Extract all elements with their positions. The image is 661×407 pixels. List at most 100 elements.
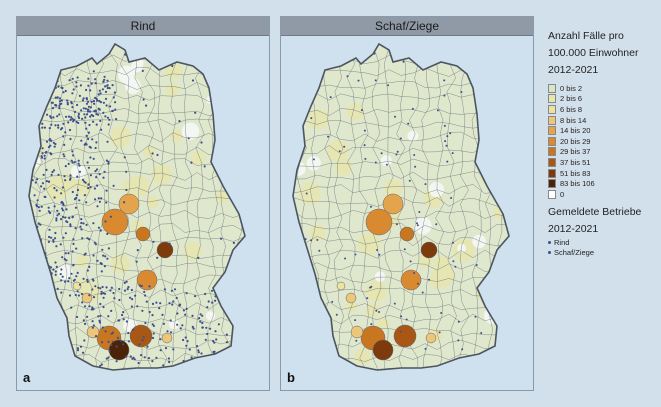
farm-dot [85,127,88,130]
farm-dot [464,54,467,57]
farm-dot [184,50,187,53]
farm-dot [114,108,117,111]
farm-dot [55,189,58,192]
farm-dot [369,286,372,289]
district-high-incidence [425,332,437,344]
farm-dot [343,145,346,148]
farm-dot [104,90,108,93]
farm-dot [96,259,99,262]
district [190,151,206,166]
farm-dot [64,179,67,182]
legend-class-label: 51 bis 83 [560,168,591,178]
farm-dot [214,299,217,302]
district [46,176,70,200]
farm-dot [102,254,105,257]
farm-dot [90,82,93,85]
farm-dot [115,118,118,121]
farm-dot [475,264,478,266]
farm-dot [92,254,95,257]
farm-dot [77,121,80,125]
farm-dot [151,323,154,326]
farm-dot [71,117,74,120]
legend-class-label: 8 bis 14 [560,115,587,125]
farm-dot [213,341,216,344]
district-border [244,44,245,370]
farm-dot [36,266,39,269]
farm-dot [485,140,488,143]
farm-dot [58,107,61,110]
district [428,181,444,198]
legend-class-label: 29 bis 37 [560,147,591,157]
legend-class-row: 51 bis 83 [548,168,660,179]
farm-dot [109,105,112,108]
district-border [522,36,531,386]
farm-dot [86,113,89,116]
farm-dot [100,363,103,366]
farm-dot [190,356,193,359]
farm-dot [108,349,111,352]
farm-dot [99,229,102,232]
district [489,272,502,284]
district [297,269,310,282]
farm-dot [95,176,98,179]
farm-dot [155,301,158,304]
farm-dot [394,115,396,118]
farm-dot [45,99,49,102]
farm-dot [61,209,65,212]
farm-dot [29,289,32,292]
farm-dot [91,306,94,309]
legend-class-label: 0 bis 2 [560,83,583,93]
farm-dot [54,104,58,107]
farm-dot [76,347,79,350]
farm-dot [86,269,89,272]
farm-dot [36,264,40,267]
farm-dot [72,263,75,266]
farm-dot [201,314,204,317]
farm-dot [435,223,438,226]
farm-dot [225,333,228,336]
farm-dot [176,323,179,326]
farm-dot [36,178,39,181]
farm-dot [98,319,101,322]
farm-dot [146,345,149,348]
farm-dot [56,96,59,99]
farm-dot [106,84,109,87]
farm-dot [95,123,98,126]
farm-dot [34,181,37,184]
district [151,164,172,185]
betriebe-item: Rind [548,238,660,248]
farm-dot [30,103,33,106]
farm-dot [60,99,64,102]
legend-swatch [548,179,556,189]
farm-dot [53,187,56,190]
farm-dot [203,165,206,168]
district [308,108,329,130]
farm-dot [41,152,44,155]
farm-dot [67,280,70,283]
farm-dot [30,106,33,109]
farm-dot [93,102,96,105]
farm-dot [101,248,104,251]
farm-dot [80,221,83,225]
betriebe-item-label: Rind [554,238,570,248]
country-border [292,42,510,371]
farm-dot [100,290,103,293]
farm-dot [72,238,75,241]
farm-dot [66,103,69,106]
farm-dot [93,187,96,190]
farm-dot [118,287,121,291]
farm-dot [31,220,34,224]
farm-dot [85,201,88,204]
farm-dot [94,170,97,173]
farm-dot [87,100,90,103]
farm-dot [55,265,58,268]
farm-dot [67,252,70,255]
farm-dot [92,70,95,73]
farm-dot [102,296,105,299]
farm-dot [40,155,43,158]
farm-dot [200,352,203,355]
farm-dot [305,192,308,195]
farm-dot [57,124,60,127]
farm-dot [170,289,173,292]
farm-dot [240,208,243,211]
